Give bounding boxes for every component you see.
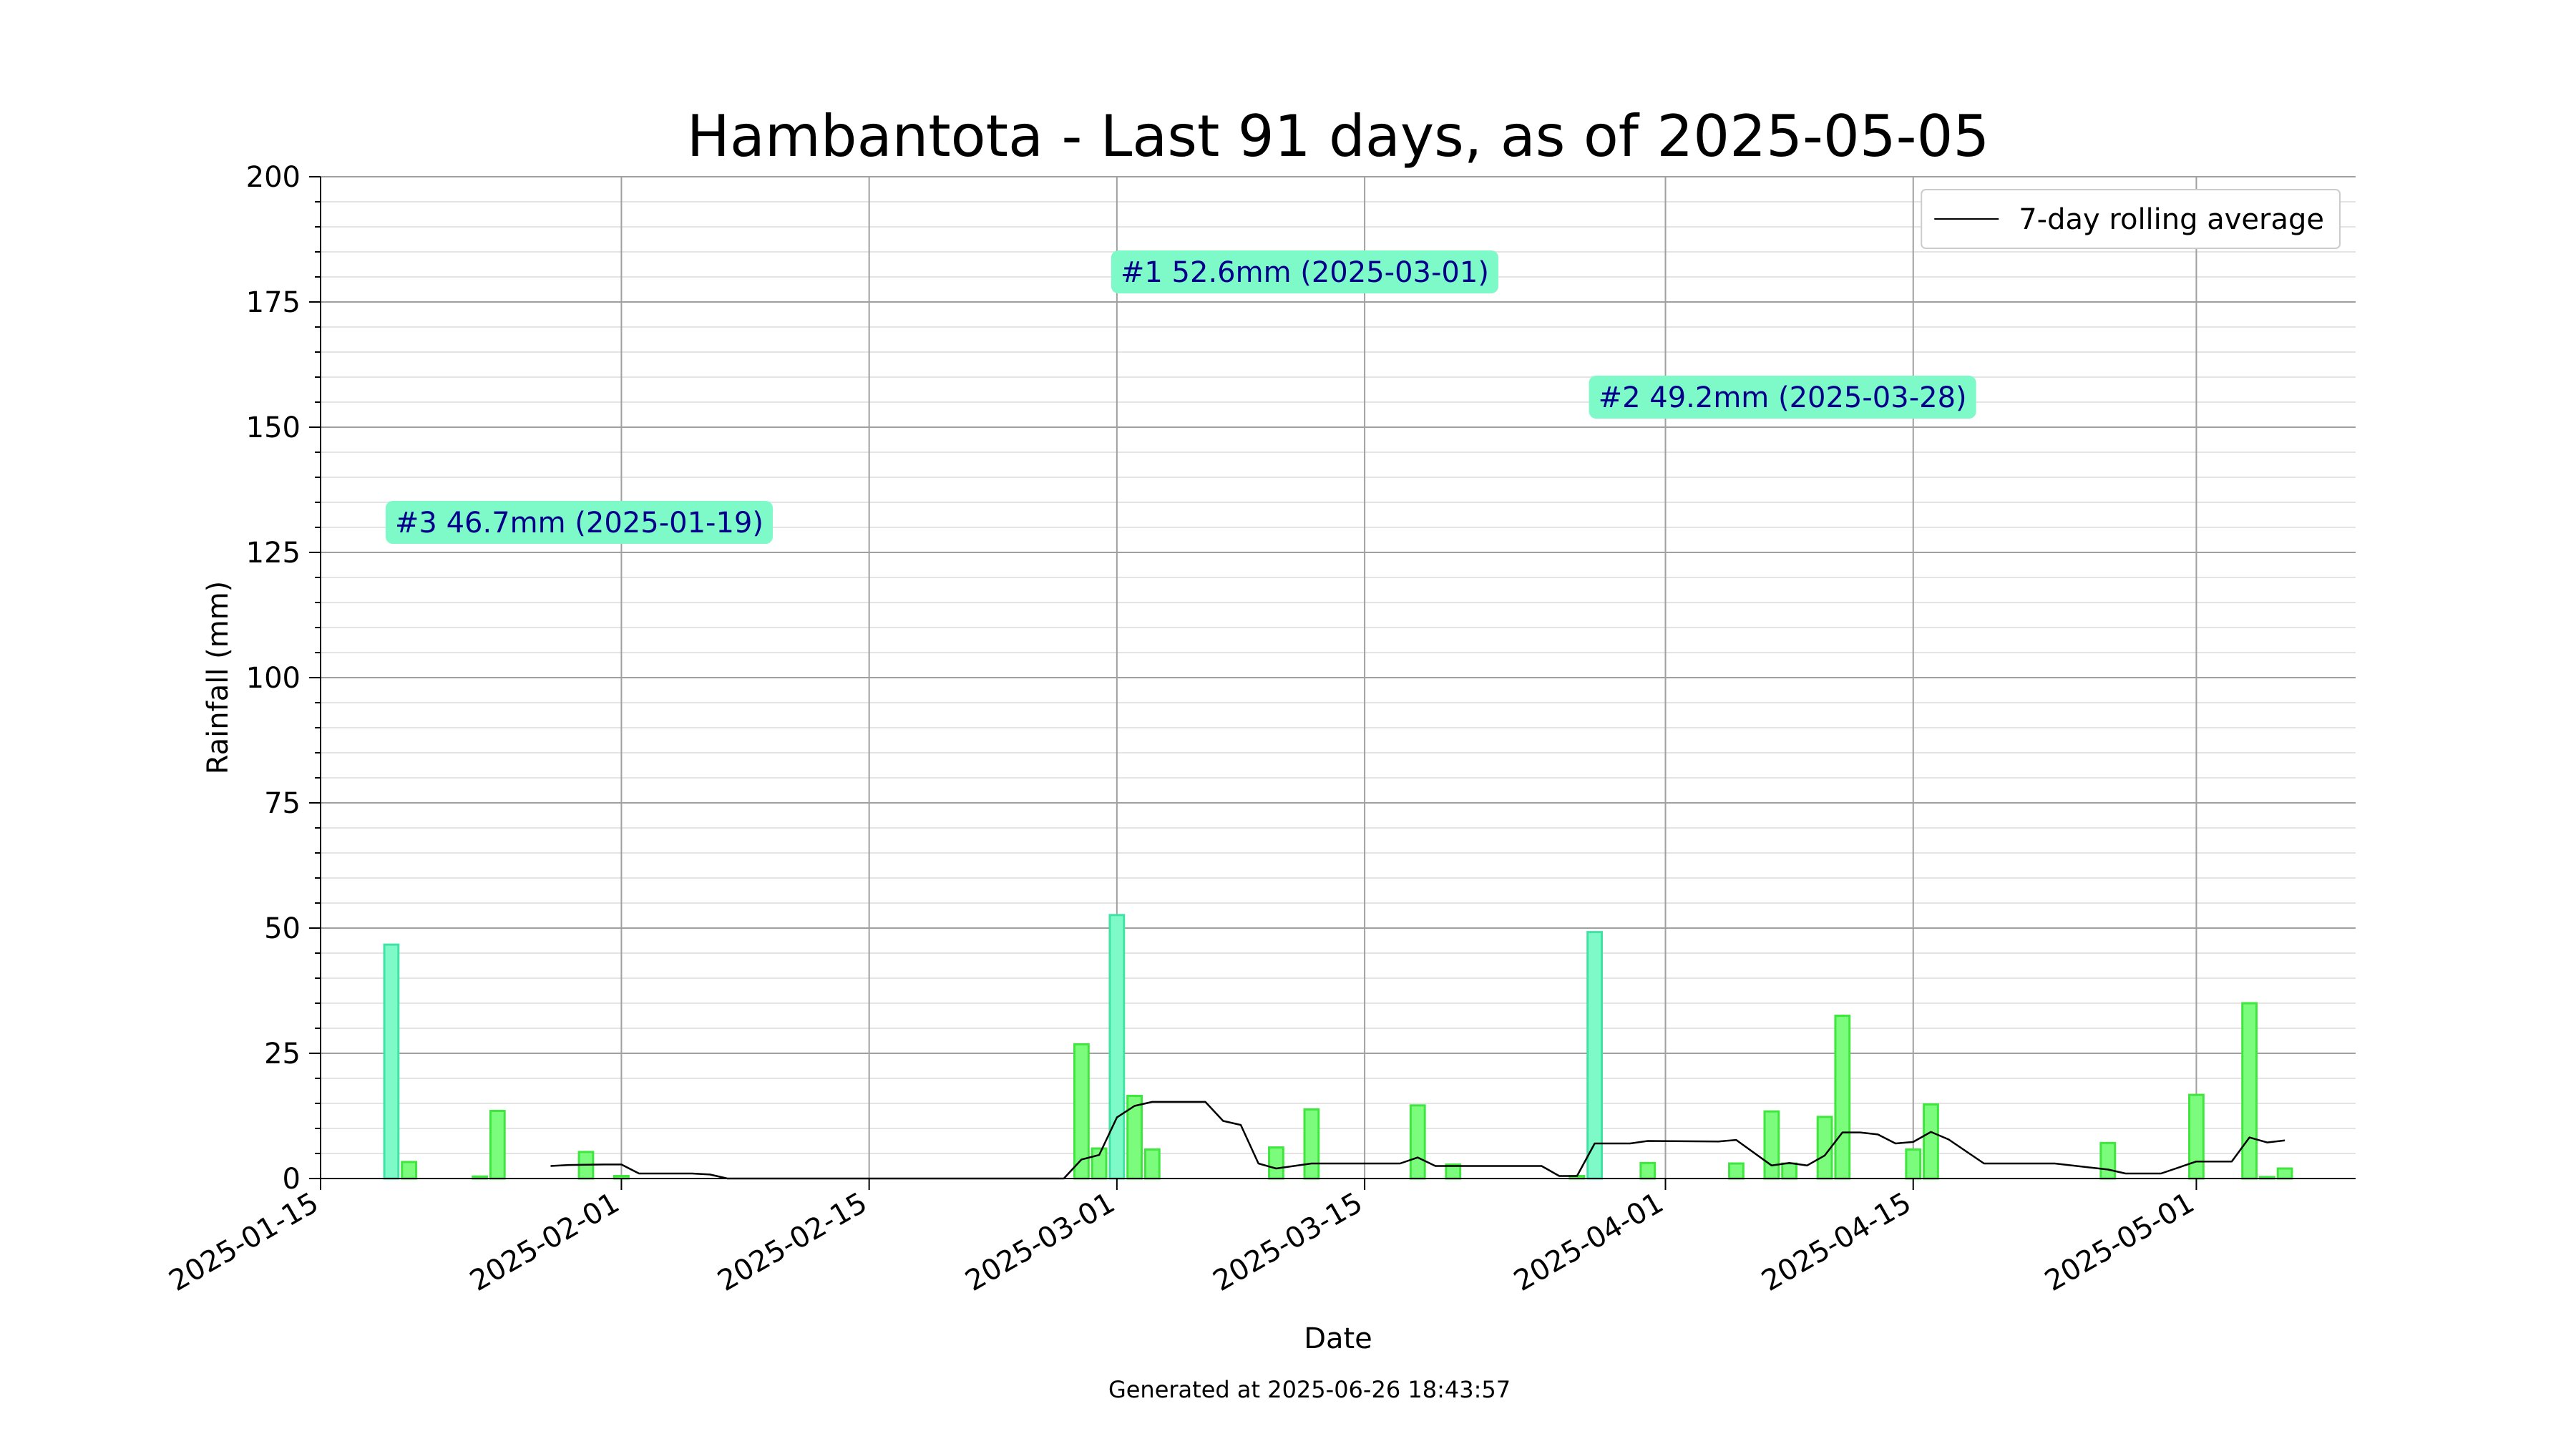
rainfall-bar	[1923, 1103, 1939, 1180]
annotation-box	[1589, 376, 1976, 419]
rainfall-bar	[1409, 1104, 1426, 1180]
annotation: #1 52.6mm (2025-03-01)	[1111, 250, 1498, 293]
rainfall-bar	[1728, 1162, 1745, 1180]
legend-box	[1921, 189, 2341, 249]
rainfall-bars	[383, 914, 2293, 1180]
y-tick-label: 25	[264, 1038, 301, 1070]
y-tick-label: 125	[246, 537, 301, 570]
annotation-box	[1111, 250, 1498, 293]
y-tick-label: 100	[246, 662, 301, 695]
rainfall-bar	[401, 1161, 418, 1180]
rainfall-bar	[1781, 1162, 1798, 1180]
rainfall-bar	[1586, 931, 1603, 1180]
rainfall-bar	[1108, 914, 1126, 1180]
annotation-label: #2 49.2mm (2025-03-28)	[1599, 381, 1967, 414]
y-tick-label: 75	[264, 787, 301, 820]
rainfall-bar	[2099, 1141, 2117, 1180]
rainfall-bar	[1639, 1161, 1657, 1180]
legend-label: 7-day rolling average	[2019, 203, 2324, 236]
annotation: #2 49.2mm (2025-03-28)	[1589, 376, 1976, 419]
y-tick-label: 200	[246, 161, 301, 194]
y-tick-label: 0	[283, 1163, 301, 1196]
x-axis-label: Date	[1304, 1322, 1372, 1355]
rainfall-bar	[489, 1110, 506, 1180]
annotations: #1 52.6mm (2025-03-01) #2 49.2mm (2025-03…	[385, 250, 1976, 544]
rainfall-bar	[2241, 1002, 2258, 1180]
rainfall-bar	[383, 943, 400, 1180]
grid	[320, 176, 2356, 1179]
rainfall-bar	[1303, 1108, 1320, 1180]
y-tick-label: 175	[246, 286, 301, 319]
rainfall-bar	[1834, 1015, 1851, 1180]
rainfall-bar	[2276, 1167, 2293, 1180]
rolling-average-line-group	[550, 1101, 2285, 1180]
rainfall-bar	[1143, 1148, 1161, 1180]
annotation-label: #3 46.7mm (2025-01-19)	[395, 507, 763, 540]
annotation-label: #1 52.6mm (2025-03-01)	[1121, 256, 1489, 289]
rolling-average-line	[550, 1101, 2285, 1180]
rainfall-bar	[1763, 1110, 1780, 1180]
annotation: #3 46.7mm (2025-01-19)	[385, 501, 773, 544]
y-tick-label: 50	[264, 912, 301, 945]
legend: 7-day rolling average	[1921, 189, 2341, 249]
generated-timestamp: Generated at 2025-06-26 18:43:57	[1108, 1376, 1511, 1403]
annotation-box	[385, 501, 773, 544]
chart-title: Hambantota - Last 91 days, as of 2025-05…	[687, 103, 1990, 170]
y-tick-label: 150	[246, 411, 301, 444]
y-axis-label: Rainfall (mm)	[202, 581, 235, 775]
rainfall-bar	[2188, 1093, 2205, 1180]
rainfall-bar	[1905, 1148, 1922, 1180]
rainfall-bar	[1268, 1146, 1284, 1180]
